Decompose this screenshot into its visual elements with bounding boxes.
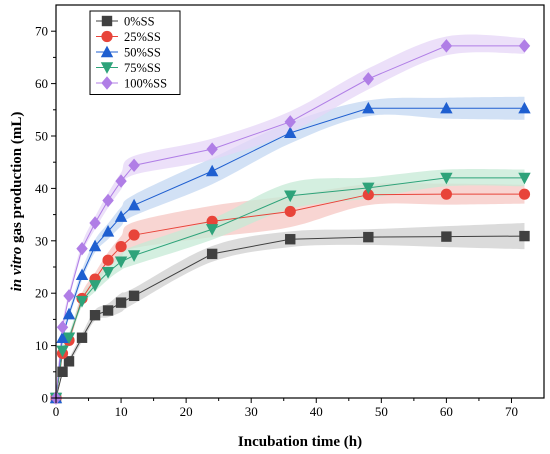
y-tick-label-60: 60 — [35, 76, 48, 91]
point-100pct-ss-7 — [128, 158, 140, 173]
point-50pct-ss-11 — [440, 101, 453, 114]
point-0pct-ss-7 — [128, 290, 140, 302]
y-tick-label-30: 30 — [35, 233, 48, 248]
point-100pct-ss-10 — [362, 72, 375, 86]
legend-label-75pct-ss: 75%SS — [124, 61, 161, 75]
y-tick-label-0: 0 — [42, 391, 49, 406]
point-0pct-ss-1 — [57, 366, 68, 377]
y-tick-label-40: 40 — [35, 181, 48, 196]
x-tick-label-0: 0 — [53, 404, 60, 419]
plot-frame — [55, 4, 545, 399]
point-50pct-ss-2 — [62, 307, 76, 320]
point-75pct-ss-10 — [362, 182, 375, 195]
legend-label-25pct-ss: 25%SS — [124, 30, 161, 44]
y-axis-ticks: 0 10 20 30 40 50 60 70 — [35, 24, 56, 406]
legend-label-50pct-ss: 50%SS — [124, 46, 161, 60]
point-0pct-ss-8 — [206, 248, 218, 260]
x-tick-label-30: 30 — [245, 404, 258, 419]
point-100pct-ss-1 — [56, 320, 69, 334]
point-0pct-ss-6 — [115, 297, 127, 308]
y-tick-label-10: 10 — [35, 338, 48, 353]
y-tick-label-50: 50 — [35, 129, 48, 144]
x-tick-label-60: 60 — [440, 404, 453, 419]
point-25pct-ss-7 — [128, 229, 140, 241]
point-25pct-ss-9 — [284, 205, 296, 218]
point-0pct-ss-9 — [285, 234, 296, 245]
point-100pct-ss-3 — [76, 241, 88, 256]
point-50pct-ss-5 — [101, 224, 115, 237]
point-75pct-ss-8 — [205, 224, 219, 236]
point-50pct-ss-1 — [56, 331, 69, 343]
legend-label-0pct-ss: 0%SS — [124, 15, 155, 29]
point-75pct-ss-7 — [127, 250, 141, 262]
point-25pct-ss-6 — [115, 240, 127, 253]
y-tick-label-20: 20 — [35, 286, 48, 301]
point-100pct-ss-9 — [284, 115, 296, 129]
point-50pct-ss-7 — [127, 198, 141, 211]
y-axis-label-rest: gas production (mL) — [9, 112, 25, 247]
point-0pct-ss-3 — [76, 332, 88, 343]
point-75pct-ss-1 — [56, 345, 69, 358]
point-0pct-ss-5 — [102, 305, 114, 316]
legend-marker-75pct-ss — [100, 62, 114, 74]
point-100pct-ss-5 — [102, 193, 114, 208]
band-0pct-ss — [56, 222, 525, 398]
point-75pct-ss-3 — [75, 295, 89, 308]
point-100pct-ss-8 — [206, 142, 218, 156]
x-tick-label-10: 10 — [115, 404, 128, 419]
point-50pct-ss-6 — [114, 210, 128, 222]
point-25pct-ss-10 — [362, 189, 374, 201]
point-75pct-ss-6 — [114, 256, 128, 269]
x-tick-label-40: 40 — [310, 404, 323, 419]
point-25pct-ss-5 — [102, 254, 114, 266]
confidence-bands — [56, 34, 525, 398]
point-50pct-ss-3 — [75, 268, 89, 281]
x-tick-label-50: 50 — [375, 404, 388, 419]
point-0pct-ss-4 — [89, 310, 101, 321]
point-75pct-ss-2 — [62, 332, 76, 345]
point-50pct-ss-4 — [88, 239, 102, 252]
point-100pct-ss-6 — [115, 174, 127, 188]
series-markers — [49, 39, 531, 405]
point-75pct-ss-5 — [101, 267, 115, 279]
point-75pct-ss-12 — [518, 172, 531, 185]
y-axis-label: in vitro gas production (mL) — [9, 112, 25, 292]
point-100pct-ss-11 — [440, 39, 453, 53]
x-axis-ticks: 0 10 20 30 40 50 60 70 — [53, 398, 518, 419]
point-50pct-ss-8 — [205, 164, 219, 177]
point-25pct-ss-12 — [518, 188, 531, 200]
point-25pct-ss-11 — [440, 188, 452, 200]
x-axis-label: Incubation time (h) — [238, 434, 362, 450]
y-axis-label-italic: in vitro — [9, 247, 25, 292]
point-100pct-ss-12 — [518, 39, 531, 53]
legend-marker-50pct-ss — [100, 45, 114, 58]
legend-marker-100pct-ss — [101, 76, 113, 90]
point-75pct-ss-11 — [440, 172, 453, 185]
point-75pct-ss-9 — [284, 190, 297, 203]
point-0pct-ss-10 — [363, 231, 374, 243]
point-50pct-ss-9 — [284, 126, 297, 139]
point-0pct-ss-11 — [441, 231, 452, 242]
point-0pct-ss-12 — [519, 230, 530, 242]
point-100pct-ss-4 — [89, 216, 101, 230]
legend-marker-25pct-ss — [101, 30, 113, 43]
legend-marker-0pct-ss — [101, 15, 113, 27]
point-50pct-ss-12 — [518, 101, 531, 114]
legend-label-100pct-ss: 100%SS — [124, 77, 167, 91]
x-tick-label-70: 70 — [505, 404, 518, 419]
point-0pct-ss-2 — [63, 356, 75, 367]
point-50pct-ss-10 — [362, 101, 375, 114]
point-75pct-ss-4 — [88, 280, 102, 292]
y-tick-label-70: 70 — [35, 24, 48, 39]
x-tick-label-20: 20 — [180, 404, 193, 419]
point-100pct-ss-2 — [63, 289, 75, 303]
